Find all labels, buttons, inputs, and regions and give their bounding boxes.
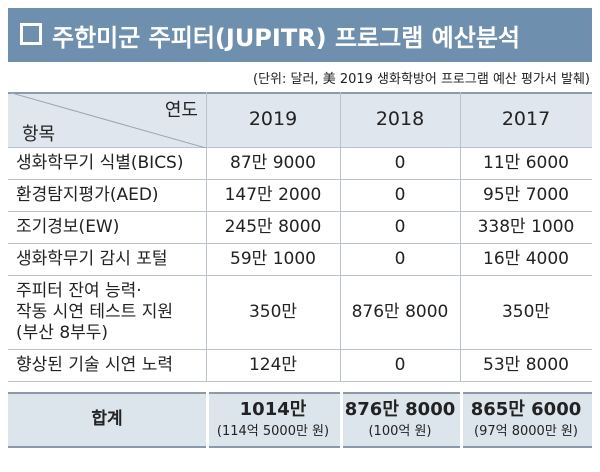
row-value: 87만 9000	[206, 148, 340, 180]
row-item: 주피터 잔여 능력· 작동 시연 테스트 지원 (부산 8부두)	[8, 276, 206, 350]
row-value: 350만	[460, 276, 592, 350]
total-divider	[206, 392, 209, 448]
row-value: 53만 8000	[460, 350, 592, 382]
row-value: 11만 6000	[460, 148, 592, 180]
title: 주한미군 주피터(JUPITR) 프로그램 예산분석	[52, 24, 520, 52]
column-header: 2017	[460, 92, 592, 148]
row-item: 생화학무기 감시 포털	[8, 244, 206, 276]
source: (단위: 달러, 美 2019 생화학방어 프로그램 예산 평가서 발췌)	[253, 72, 590, 87]
column-divider	[340, 92, 341, 382]
row-value: 0	[340, 212, 460, 244]
row-value: 124만	[206, 350, 340, 382]
corner-bottom: 항목	[22, 124, 56, 145]
column-divider	[460, 92, 461, 382]
row-value: 876만 8000	[340, 276, 460, 350]
row-value: 350만	[206, 276, 340, 350]
total-note: (114억 5000만 원)	[216, 423, 330, 439]
row-value: 0	[340, 350, 460, 382]
total-row	[8, 392, 592, 448]
row-item: 생화학무기 식별(BICS)	[8, 148, 206, 180]
total-divider	[460, 392, 463, 448]
row-value: 0	[340, 180, 460, 212]
row-item: 향상된 기술 시연 노력	[8, 350, 206, 382]
row-value: 95만 7000	[460, 180, 592, 212]
corner-diagonal	[8, 92, 206, 148]
row-value: 16만 4000	[460, 244, 592, 276]
row-value: 338만 1000	[460, 212, 592, 244]
total-amount: 876만 8000	[344, 398, 456, 420]
title-icon	[20, 23, 42, 45]
total-divider	[340, 392, 343, 448]
total-label: 합계	[91, 409, 123, 430]
total-note: (100억 원)	[368, 423, 432, 439]
table: 연도 항목 2019 2018 2017 생화학무기 식별(BICS) 87만 9000 0 1…	[8, 92, 592, 452]
row-value: 245만 8000	[206, 212, 340, 244]
row-value: 147만 2000	[206, 180, 340, 212]
row-item: 조기경보(EW)	[8, 212, 206, 244]
row-value: 59만 1000	[206, 244, 340, 276]
corner-top: 연도	[164, 100, 198, 121]
column-header: 2019	[206, 92, 340, 148]
total-amount: 865만 6000	[470, 398, 582, 420]
row-value: 0	[340, 244, 460, 276]
total-amount: 1014만	[239, 398, 307, 420]
column-header: 2018	[340, 92, 460, 148]
title-bar: 주한미군 주피터(JUPITR) 프로그램 예산분석	[8, 8, 592, 62]
total-note: (97억 8000만 원)	[474, 423, 578, 439]
row-value: 0	[340, 148, 460, 180]
column-divider	[206, 92, 207, 382]
row-item: 환경탐지평가(AED)	[8, 180, 206, 212]
